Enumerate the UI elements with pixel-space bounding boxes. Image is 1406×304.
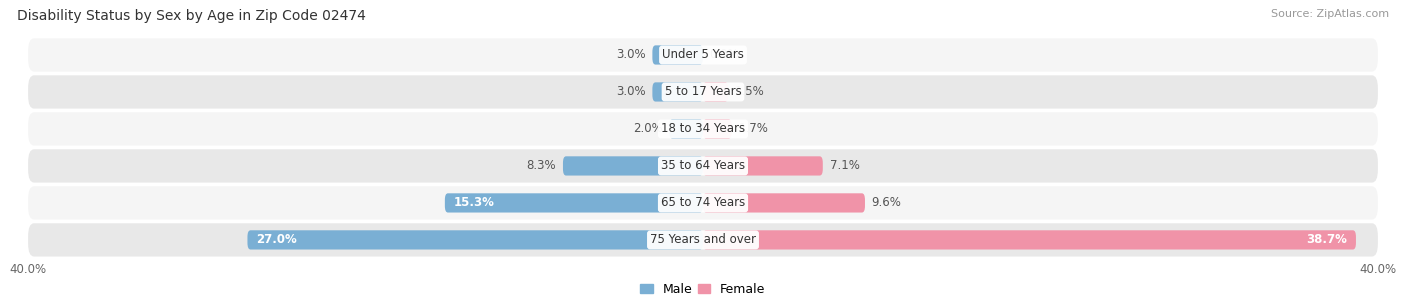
Text: Disability Status by Sex by Age in Zip Code 02474: Disability Status by Sex by Age in Zip C… <box>17 9 366 23</box>
FancyBboxPatch shape <box>444 193 703 212</box>
Text: 15.3%: 15.3% <box>453 196 494 209</box>
FancyBboxPatch shape <box>28 186 1378 219</box>
Text: 35 to 64 Years: 35 to 64 Years <box>661 159 745 172</box>
Text: 0.0%: 0.0% <box>710 48 740 61</box>
FancyBboxPatch shape <box>703 119 731 139</box>
Text: 9.6%: 9.6% <box>872 196 901 209</box>
FancyBboxPatch shape <box>652 45 703 64</box>
FancyBboxPatch shape <box>28 75 1378 109</box>
FancyBboxPatch shape <box>28 149 1378 183</box>
Text: Source: ZipAtlas.com: Source: ZipAtlas.com <box>1271 9 1389 19</box>
Text: 75 Years and over: 75 Years and over <box>650 233 756 247</box>
FancyBboxPatch shape <box>562 156 703 175</box>
FancyBboxPatch shape <box>247 230 703 250</box>
FancyBboxPatch shape <box>703 156 823 175</box>
FancyBboxPatch shape <box>652 82 703 102</box>
Legend: Male, Female: Male, Female <box>636 278 770 301</box>
Text: 8.3%: 8.3% <box>527 159 557 172</box>
Text: 27.0%: 27.0% <box>256 233 297 247</box>
Text: Under 5 Years: Under 5 Years <box>662 48 744 61</box>
FancyBboxPatch shape <box>703 193 865 212</box>
FancyBboxPatch shape <box>28 38 1378 72</box>
Text: 1.5%: 1.5% <box>735 85 765 98</box>
Text: 65 to 74 Years: 65 to 74 Years <box>661 196 745 209</box>
FancyBboxPatch shape <box>703 82 728 102</box>
Text: 2.0%: 2.0% <box>633 123 662 136</box>
Text: 38.7%: 38.7% <box>1306 233 1347 247</box>
Text: 7.1%: 7.1% <box>830 159 859 172</box>
FancyBboxPatch shape <box>703 230 1355 250</box>
Text: 5 to 17 Years: 5 to 17 Years <box>665 85 741 98</box>
Text: 3.0%: 3.0% <box>616 48 645 61</box>
Text: 3.0%: 3.0% <box>616 85 645 98</box>
FancyBboxPatch shape <box>28 223 1378 257</box>
Text: 1.7%: 1.7% <box>738 123 768 136</box>
Text: 18 to 34 Years: 18 to 34 Years <box>661 123 745 136</box>
FancyBboxPatch shape <box>669 119 703 139</box>
FancyBboxPatch shape <box>28 112 1378 146</box>
